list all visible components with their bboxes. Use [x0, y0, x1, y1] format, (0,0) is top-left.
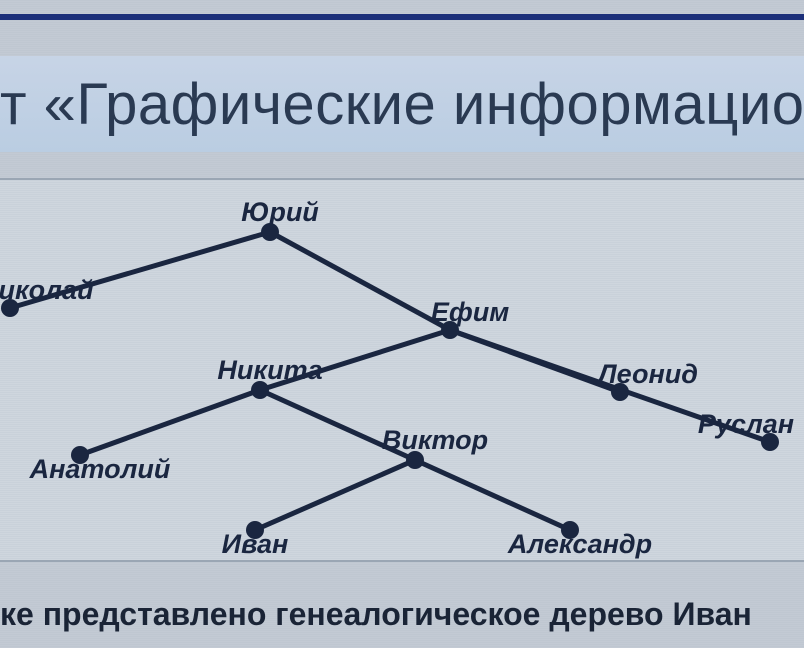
tree-label-ruslan: Руслан [698, 409, 794, 440]
tree-label-leonid: Леонид [598, 359, 698, 390]
tree-label-efim: Ефим [431, 297, 509, 328]
top-rule [0, 14, 804, 20]
page-title: т «Графические информацио [0, 71, 804, 138]
title-band: т «Графические информацио [0, 56, 804, 152]
tree-label-nikita: Никита [217, 355, 322, 386]
screen: т «Графические информацио Юрий иколай Ефим… [0, 0, 804, 648]
tree-label-nikolay: иколай [0, 275, 93, 306]
tree-label-viktor: Виктор [382, 425, 488, 456]
tree-label-ivan: Иван [222, 529, 289, 560]
tree-edge [80, 390, 260, 455]
tree-edge [270, 232, 450, 330]
genealogy-tree-diagram: Юрий иколай Ефим Никита ЛеонидРуслан Анатолий… [0, 178, 804, 562]
tree-edge [255, 460, 415, 530]
tree-label-yuri: Юрий [241, 197, 319, 228]
tree-label-aleksandr: Александр [508, 529, 652, 560]
diagram-caption: ке представлено генеалогическое дерево И… [0, 596, 804, 633]
tree-edge [415, 460, 570, 530]
tree-label-anatoliy: Анатолий [30, 454, 171, 485]
